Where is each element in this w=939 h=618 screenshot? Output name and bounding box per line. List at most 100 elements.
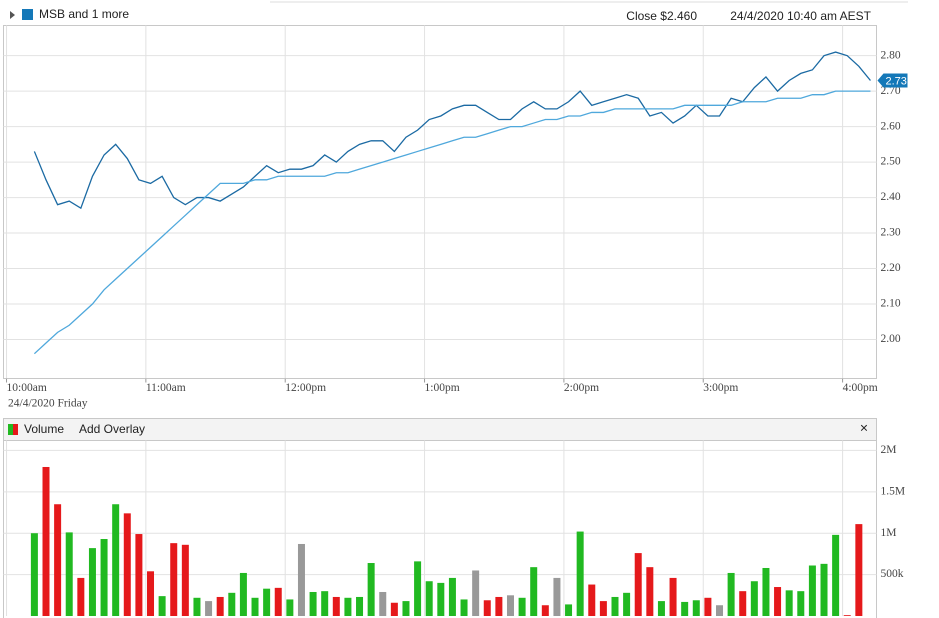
volume-bar	[634, 553, 642, 616]
volume-bar	[216, 596, 224, 616]
y-tick-label: 2.10	[881, 298, 901, 310]
price-line	[33, 90, 871, 355]
volume-bar	[750, 581, 758, 616]
close-price: Close $2.460	[626, 9, 697, 23]
volume-bar	[297, 543, 305, 616]
last-value-tag	[877, 73, 908, 88]
volume-bar	[321, 591, 329, 616]
volume-bar	[797, 591, 805, 616]
volume-bar	[425, 581, 433, 616]
volume-bar	[42, 466, 50, 616]
y-tick-label: 1M	[881, 527, 897, 539]
last-value-label: 2.73	[886, 75, 907, 87]
y-tick-label: 2.20	[881, 262, 901, 274]
volume-bar	[193, 597, 201, 616]
volume-bar	[263, 588, 271, 616]
volume-bar	[112, 504, 120, 616]
volume-bar	[88, 548, 96, 616]
symbol-title[interactable]: MSB and 1 more	[39, 7, 129, 21]
volume-header	[3, 418, 877, 441]
volume-bar	[855, 524, 863, 616]
volume-bar	[414, 561, 422, 616]
volume-bar	[716, 605, 724, 616]
volume-bar	[332, 596, 340, 616]
volume-bar	[739, 591, 747, 616]
y-tick-label: 2.30	[881, 227, 901, 239]
volume-bar	[623, 592, 631, 616]
volume-bar	[460, 599, 468, 616]
volume-bar	[390, 602, 398, 616]
price-line	[33, 51, 871, 210]
volume-bar	[309, 591, 317, 616]
volume-bar	[344, 597, 352, 616]
volume-bar	[379, 591, 387, 616]
volume-bar	[483, 600, 491, 616]
add-overlay[interactable]: Add Overlay	[79, 422, 145, 436]
volume-bar	[100, 539, 108, 616]
volume-bar	[239, 572, 247, 616]
timestamp: 24/4/2020 10:40 am AEST	[730, 9, 871, 23]
volume-bar	[646, 567, 654, 616]
date-label: 24/4/2020 Friday	[8, 398, 88, 410]
volume-bar	[832, 534, 840, 616]
x-tick-label: 1:00pm	[425, 382, 460, 394]
y-tick-label: 2.60	[881, 120, 901, 132]
volume-title: Volume	[24, 422, 64, 436]
y-tick-label: 2.80	[881, 49, 901, 61]
volume-bar	[774, 587, 782, 616]
volume-bar	[181, 544, 189, 616]
y-tick-label: 2.70	[881, 85, 901, 97]
volume-bar	[205, 601, 213, 616]
volume-bar	[30, 533, 38, 616]
volume-bar	[681, 601, 689, 616]
volume-bar	[367, 563, 375, 616]
volume-bar	[762, 567, 770, 616]
volume-bar	[135, 534, 143, 616]
y-tick-label: 2.40	[881, 191, 901, 203]
volume-bar	[611, 596, 619, 616]
y-tick-label: 2M	[881, 444, 897, 456]
volume-bar	[77, 577, 85, 616]
x-tick-label: 3:00pm	[703, 382, 738, 394]
volume-bar	[576, 531, 584, 616]
y-tick-label: 2.50	[881, 156, 901, 168]
volume-bar	[402, 601, 410, 616]
x-tick-label: 12:00pm	[285, 382, 326, 394]
volume-bar	[506, 595, 514, 616]
volume-bar	[669, 577, 677, 616]
volume-bar	[448, 577, 456, 616]
volume-bar	[530, 567, 538, 616]
x-tick-label: 4:00pm	[843, 382, 878, 394]
y-tick-label: 500k	[881, 568, 904, 580]
volume-bar	[147, 571, 155, 616]
y-tick-label: 1.5M	[881, 485, 906, 497]
volume-bar	[704, 597, 712, 616]
volume-bar	[356, 596, 364, 616]
volume-bar	[820, 563, 828, 616]
volume-bar	[599, 601, 607, 616]
volume-bar	[588, 584, 596, 616]
volume-bar	[286, 599, 294, 616]
volume-bar	[65, 532, 73, 616]
volume-bar	[808, 565, 816, 616]
volume-bar	[228, 592, 236, 616]
expand-arrow[interactable]	[10, 11, 15, 19]
volume-bar	[437, 582, 445, 616]
x-tick-label: 10:00am	[7, 382, 47, 394]
volume-bar	[170, 543, 178, 616]
volume-bar	[472, 570, 480, 616]
volume-bar	[785, 590, 793, 616]
volume-swatch-up	[8, 424, 13, 435]
volume-bar	[123, 513, 131, 616]
volume-swatch-down	[13, 424, 18, 435]
x-tick-label: 11:00am	[146, 382, 186, 394]
volume-bar	[692, 600, 700, 616]
volume-bar	[657, 601, 665, 616]
volume-bar	[518, 597, 526, 616]
volume-bar	[495, 596, 503, 616]
volume-bar	[251, 597, 259, 616]
volume-bar	[727, 572, 735, 616]
close-button[interactable]: ×	[860, 420, 868, 436]
y-tick-label: 2.00	[881, 333, 901, 345]
